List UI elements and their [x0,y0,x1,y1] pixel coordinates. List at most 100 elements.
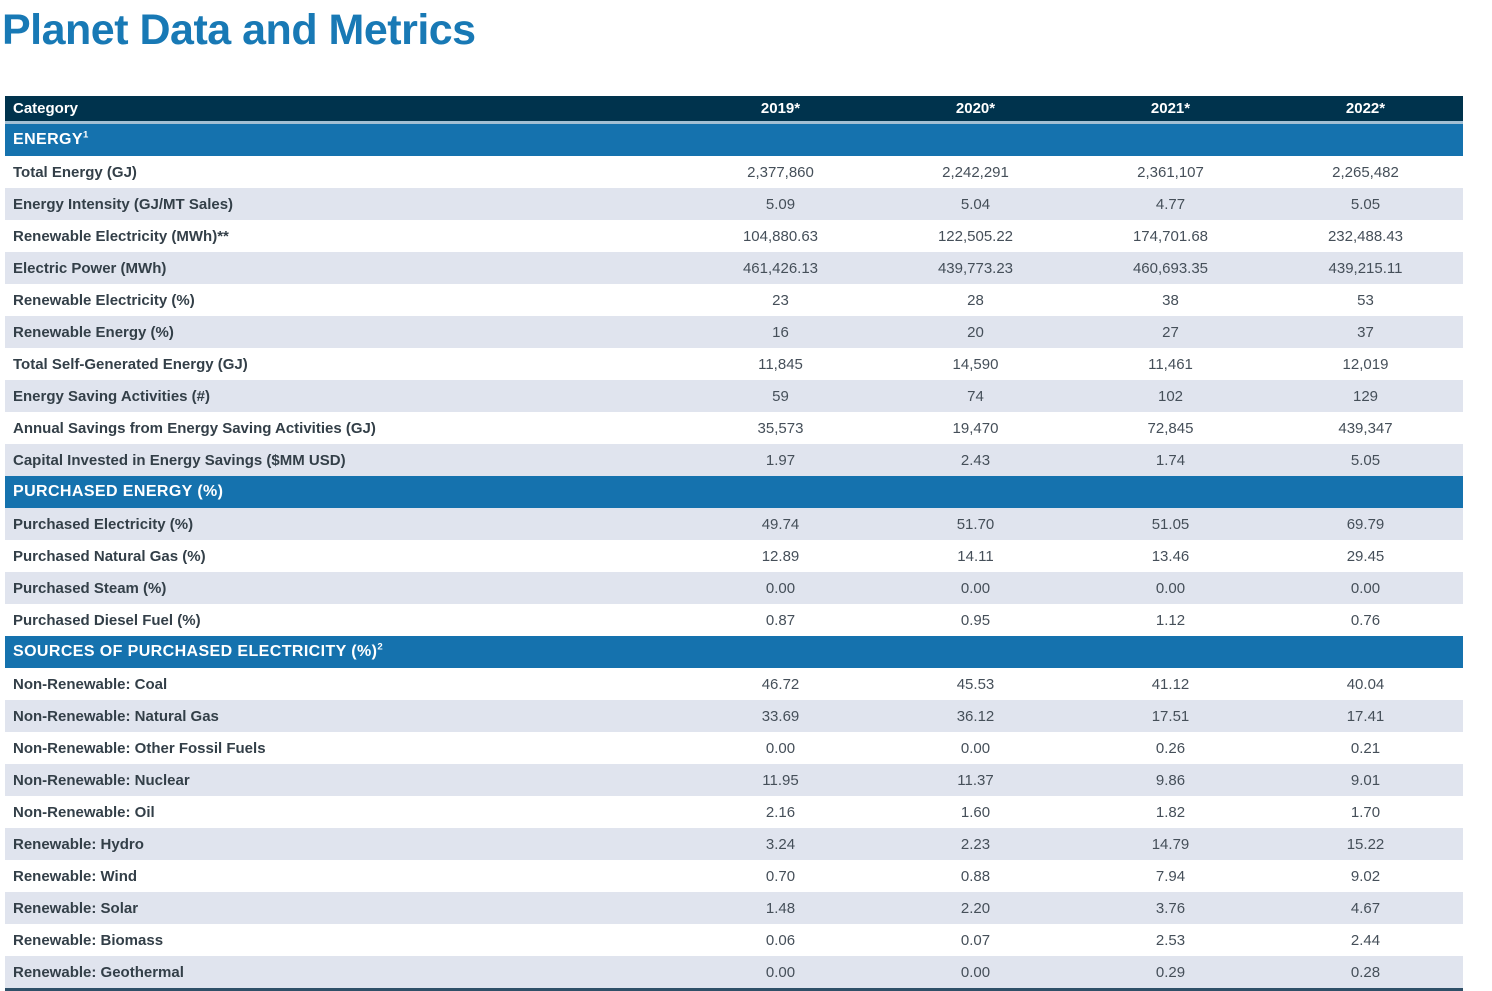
row-label: Total Energy (GJ) [13,163,137,181]
row-value: 439,347 [1338,419,1393,437]
row-value: 51.70 [956,515,995,533]
table-row: Total Energy (GJ) 2,377,860 2,242,291 2,361… [5,156,1463,188]
row-value: 7.94 [1155,867,1186,885]
row-value: 5.05 [1350,195,1381,213]
row-label: Non-Renewable: Nuclear [13,771,190,789]
section-header: SOURCES OF PURCHASED ELECTRICITY (%)2 [5,636,1463,668]
row-label: Purchased Diesel Fuel (%) [13,611,201,629]
row-value: 5.04 [960,195,991,213]
row-label: Renewable: Hydro [13,835,144,853]
table-row: Renewable Electricity (%) 23 28 38 53 [5,284,1463,316]
table-row: Purchased Steam (%) 0.00 0.00 0.00 0.00 [5,572,1463,604]
row-label: Annual Savings from Energy Saving Activi… [13,419,376,437]
row-value: 51.05 [1151,515,1190,533]
table-row: Purchased Diesel Fuel (%) 0.87 0.95 1.12 0.7… [5,604,1463,636]
row-value: 0.28 [1350,963,1381,981]
section-header: ENERGY1 [5,124,1463,156]
row-value: 0.00 [960,579,991,597]
row-value: 12.89 [761,547,800,565]
row-value: 9.01 [1350,771,1381,789]
row-value: 16 [772,323,789,341]
row-label: Non-Renewable: Coal [13,675,168,693]
row-value: 35,573 [757,419,804,437]
row-label: Renewable: Geothermal [13,963,184,981]
table-body: ENERGY1 Total Energy (GJ) 2,377,860 2,242,2… [5,124,1463,988]
row-value: 0.87 [765,611,796,629]
section-header-superscript: 2 [377,641,384,653]
row-label: Renewable: Wind [13,867,138,885]
row-label: Purchased Electricity (%) [13,515,194,533]
column-header-year: 2022* [1345,100,1386,117]
row-value: 17.51 [1151,707,1190,725]
row-value: 45.53 [956,675,995,693]
row-value: 27 [1162,323,1179,341]
row-value: 11.95 [762,771,799,789]
row-value: 33.69 [761,707,800,725]
row-value: 19,470 [952,419,999,437]
row-value: 129 [1352,387,1379,405]
row-value: 41.12 [1151,675,1190,693]
row-value: 232,488.43 [1327,227,1404,245]
row-value: 49.74 [761,515,800,533]
column-header-year: 2021* [1150,100,1191,117]
table-row: Purchased Electricity (%) 49.74 51.70 51.05… [5,508,1463,540]
row-value: 0.21 [1350,739,1381,757]
table-row: Energy Intensity (GJ/MT Sales) 5.09 5.04 4.… [5,188,1463,220]
row-value: 102 [1157,387,1184,405]
row-value: 1.74 [1155,451,1186,469]
table-row: Energy Saving Activities (#) 59 74 102 129 [5,380,1463,412]
section-header: PURCHASED ENERGY (%) [5,476,1463,508]
row-label: Renewable: Biomass [13,931,164,949]
table-row: Renewable: Geothermal 0.00 0.00 0.29 0.28 [5,956,1463,988]
row-value: 461,426.13 [742,259,819,277]
row-value: 2.43 [960,451,991,469]
row-label: Renewable Electricity (%) [13,291,195,309]
row-value: 0.00 [765,963,796,981]
table-row: Non-Renewable: Other Fossil Fuels 0.00 0.0… [5,732,1463,764]
row-value: 0.00 [765,579,796,597]
row-value: 0.00 [765,739,796,757]
row-value: 69.79 [1346,515,1385,533]
row-value: 0.76 [1350,611,1381,629]
row-value: 74 [967,387,984,405]
table-row: Renewable Electricity (MWh)** 104,880.63 1… [5,220,1463,252]
row-value: 0.26 [1155,739,1186,757]
row-label: Renewable Energy (%) [13,323,174,341]
row-label: Total Self-Generated Energy (GJ) [13,355,248,373]
row-value: 104,880.63 [742,227,819,245]
row-value: 2.44 [1350,931,1381,949]
row-value: 12,019 [1342,355,1389,373]
row-value: 2.23 [960,835,991,853]
table-row: Purchased Natural Gas (%) 12.89 14.11 13.46… [5,540,1463,572]
section-header-label: SOURCES OF PURCHASED ELECTRICITY (%)2 [13,641,384,660]
row-value: 1.12 [1155,611,1186,629]
row-value: 439,773.23 [937,259,1014,277]
row-value: 439,215.11 [1328,259,1403,277]
row-label: Purchased Natural Gas (%) [13,547,206,565]
row-value: 0.70 [765,867,796,885]
row-value: 5.09 [765,195,796,213]
table-header-row: Category 2019* 2020* 2021* 2022* [5,96,1463,124]
row-value: 1.82 [1155,803,1186,821]
row-value: 14.79 [1151,835,1190,853]
row-label: Capital Invested in Energy Savings ($MM … [13,451,346,469]
section-header-superscript: 1 [82,129,89,141]
row-label: Non-Renewable: Natural Gas [13,707,219,725]
row-value: 37 [1357,323,1374,341]
row-value: 2,377,860 [747,163,814,181]
row-value: 460,693.35 [1132,259,1209,277]
row-value: 0.06 [765,931,796,949]
row-value: 3.76 [1155,899,1186,917]
row-label: Renewable: Solar [13,899,139,917]
row-value: 15.22 [1346,835,1385,853]
row-value: 13.46 [1151,547,1190,565]
row-value: 23 [772,291,789,309]
row-value: 9.02 [1350,867,1381,885]
table-row: Renewable Energy (%) 16 20 27 37 [5,316,1463,348]
row-label: Energy Saving Activities (#) [13,387,211,405]
table-row: Non-Renewable: Natural Gas 33.69 36.12 17.5… [5,700,1463,732]
table-row: Non-Renewable: Coal 46.72 45.53 41.12 40.04 [5,668,1463,700]
row-value: 2.20 [960,899,991,917]
row-value: 1.60 [960,803,991,821]
row-value: 14.11 [957,547,994,565]
